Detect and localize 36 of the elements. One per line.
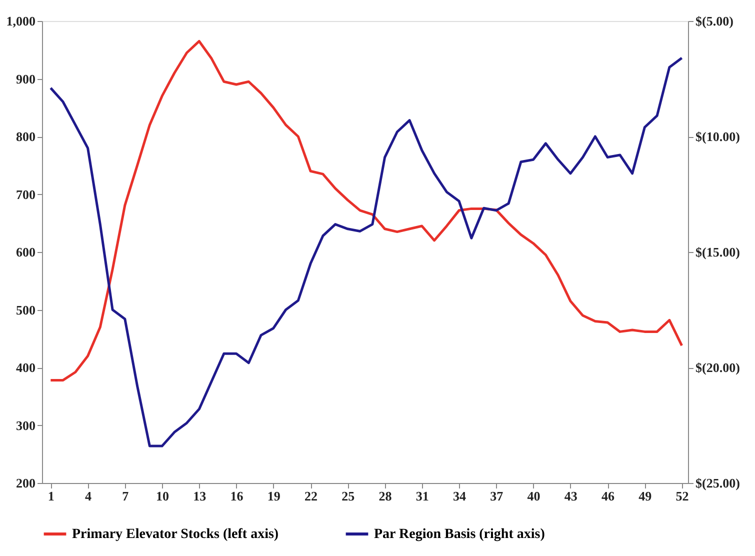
y-tick-label: 200 (16, 476, 36, 490)
x-tick-label: 43 (564, 488, 578, 504)
x-tick-label: 22 (304, 488, 318, 504)
y-tick-label: 600 (16, 244, 36, 260)
x-tick-label: 19 (267, 488, 281, 504)
x-tick-label: 46 (602, 488, 616, 504)
y-tick-label: 400 (16, 360, 36, 375)
x-tick-label: 4 (85, 488, 92, 504)
x-tick-label: 52 (676, 488, 689, 504)
x-tick-label: 37 (490, 488, 504, 504)
y-tick-label: 900 (16, 71, 36, 86)
legend-label: Primary Elevator Stocks (left axis) (72, 527, 279, 542)
y2-tick-label: $(15.00) (696, 244, 740, 260)
y-tick-label: 800 (16, 129, 36, 144)
x-tick-label: 10 (156, 488, 170, 504)
y2-tick-label: $(5.00) (696, 14, 734, 28)
x-tick-label: 28 (378, 488, 392, 504)
x-tick-label: 31 (416, 488, 429, 504)
x-tick-label: 25 (342, 488, 356, 504)
y-tick-label: 1,000 (6, 14, 36, 28)
line-series (49, 40, 684, 382)
y2-tick-label: $(20.00) (696, 360, 740, 375)
line-series (49, 56, 684, 448)
y-tick-label: 300 (16, 418, 36, 433)
x-tick-label: 1 (48, 488, 54, 504)
x-tick-label: 49 (638, 488, 652, 504)
y2-tick-label: $(25.00) (696, 476, 740, 490)
x-tick-label: 16 (230, 488, 244, 504)
x-tick-label: 40 (527, 488, 540, 504)
y-tick-label: 500 (16, 302, 36, 318)
x-tick-label: 13 (193, 488, 207, 504)
y-tick-label: 700 (16, 186, 36, 202)
legend-label: Par Region Basis (right axis) (374, 527, 546, 542)
x-tick-label: 34 (453, 488, 467, 504)
y2-tick-label: $(10.00) (696, 129, 740, 144)
x-tick-label: 7 (122, 488, 130, 504)
